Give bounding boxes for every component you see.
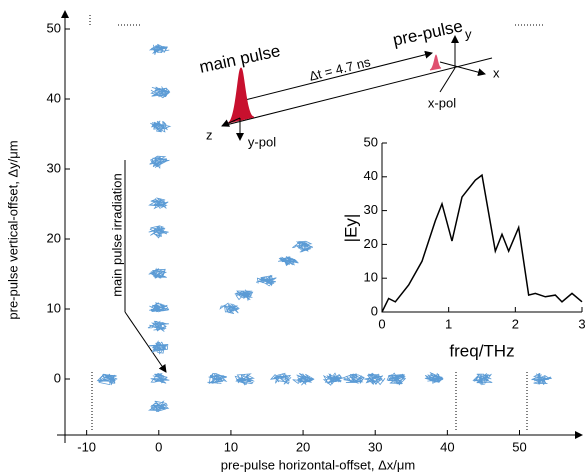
trajectory-cluster — [341, 373, 365, 384]
trajectory-cluster — [207, 372, 228, 385]
x-tick-label: 2 — [512, 316, 519, 331]
trajectory-cluster — [277, 256, 299, 267]
annotation: z — [206, 127, 213, 142]
line — [381, 173, 583, 313]
y-tick-label: 30 — [364, 202, 378, 217]
trajectory-cluster — [149, 155, 170, 170]
trajectory-cluster — [219, 302, 240, 314]
x-tick-label: 30 — [368, 439, 382, 454]
trajectory-cluster — [255, 274, 277, 287]
y-tick-label: 0 — [371, 303, 378, 318]
trajectory-cluster — [386, 372, 406, 386]
trajectory-cluster — [150, 372, 170, 384]
x-tick-label: 10 — [224, 439, 238, 454]
trajectory-cluster — [472, 373, 493, 386]
trajectory-cluster — [96, 373, 118, 386]
trajectory-cluster — [322, 372, 343, 386]
annotation: y-pol — [248, 134, 276, 149]
y-tick-label: 10 — [364, 270, 378, 285]
delay-arrow — [237, 50, 433, 106]
y-tick-label: 20 — [47, 230, 61, 245]
trajectory-cluster — [150, 86, 171, 99]
trajectory-cluster — [148, 225, 169, 239]
trajectory-cluster — [149, 340, 169, 355]
inset-y-title: |Ey| — [341, 214, 360, 243]
trajectory-cluster — [234, 373, 255, 386]
trajectory-cluster — [148, 197, 169, 210]
y-tick-label: 50 — [47, 20, 61, 35]
y-tick-label: 30 — [47, 160, 61, 175]
inset-x-title: freq/THz — [449, 341, 514, 360]
trajectory-cluster — [148, 43, 170, 55]
x-tick-label: 0 — [155, 439, 162, 454]
trajectory-cluster — [531, 372, 552, 385]
axes — [381, 143, 582, 313]
trajectory-cluster — [147, 320, 169, 332]
pulse-diagram — [124, 35, 493, 373]
pre-pulse — [429, 54, 442, 71]
x-tick-label: 0 — [378, 316, 385, 331]
annotation: x — [493, 65, 500, 80]
annotation: pre-pulse — [391, 16, 464, 49]
y-tick-label: 40 — [364, 168, 378, 183]
annotation: Δt = 4.7 ns — [308, 54, 373, 84]
trajectory-cluster — [150, 120, 172, 133]
trajectory-cluster — [147, 400, 170, 413]
y-tick-label: 10 — [47, 300, 61, 315]
y-tick-label: 0 — [54, 370, 61, 385]
x-axis-title: pre-pulse horizontal-offset, Δx/μm — [221, 457, 415, 472]
y-tick-label: 50 — [364, 134, 378, 149]
x-tick-label: 3 — [578, 316, 585, 331]
annotation: main pulse irradiation — [109, 173, 124, 297]
trajectory-cluster — [148, 267, 168, 279]
trajectory-cluster — [269, 372, 292, 385]
x-tick-label: 40 — [440, 439, 454, 454]
y-axis-title: pre-pulse vertical-offset, Δy/μm — [5, 140, 20, 319]
trajectory-cluster — [234, 289, 254, 302]
annotation: y — [465, 26, 472, 41]
y-tick-label: 40 — [47, 90, 61, 105]
x-tick-label: 50 — [512, 439, 526, 454]
trajectory-cluster — [292, 240, 313, 253]
y-tick-label: 20 — [364, 236, 378, 251]
trajectory-cluster — [364, 372, 386, 386]
x-tick-label: -10 — [77, 439, 96, 454]
trajectory-cluster — [424, 371, 444, 384]
x-tick-label: 1 — [445, 316, 452, 331]
guides — [89, 15, 545, 432]
trajectory-cluster — [149, 302, 170, 313]
main-pulse — [227, 67, 255, 124]
trajectory-cluster — [292, 373, 315, 386]
annotation: x-pol — [428, 95, 456, 110]
x-tick-label: 20 — [296, 439, 310, 454]
